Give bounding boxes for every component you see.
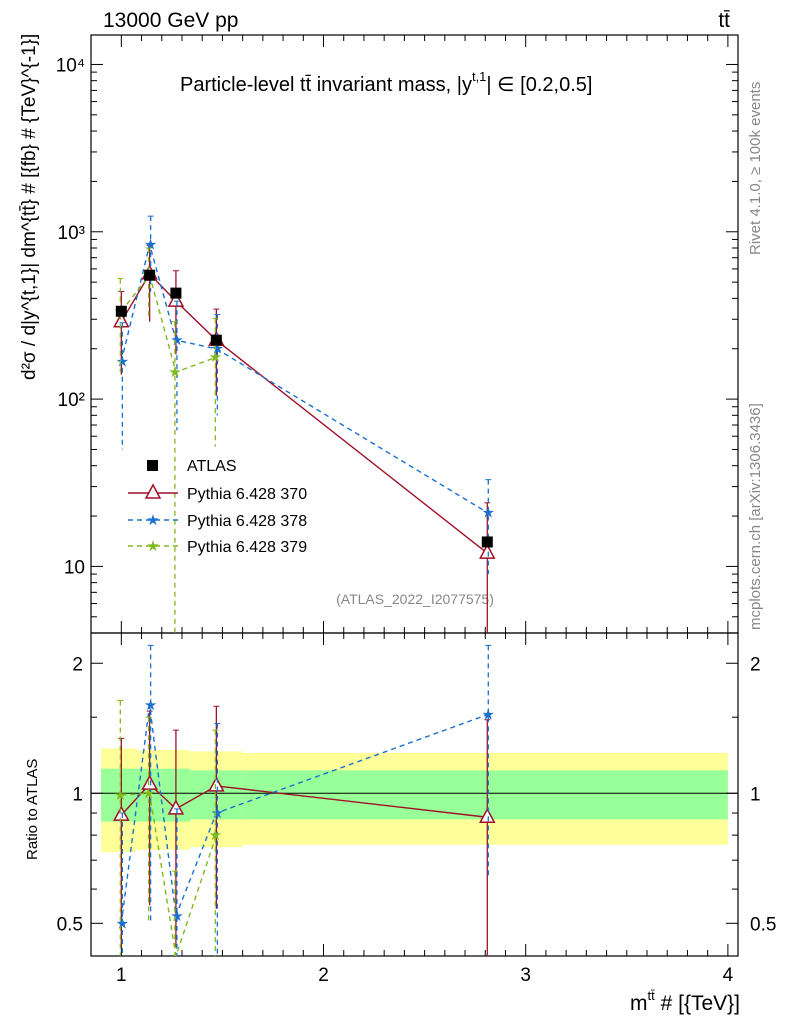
series-379-point: ★ [209,349,222,366]
series-378-point: ★ [116,353,129,370]
legend: ATLAS Pythia 6.428 370 ★ Pythia 6.428 37… [128,458,307,556]
series-378-point: ★ [170,332,183,349]
y-tick-label: 10⁴ [56,55,85,76]
ratio-plot-frame [90,632,739,957]
ratio-y-axis-label: Ratio to ATLAS [24,759,41,860]
series-378-ratio-point: ★ [211,805,224,822]
legend-370-marker [144,483,162,499]
atlas-data-point [115,305,127,317]
series-370-ratio-point [167,799,185,815]
series-378-point: ★ [482,505,495,522]
series-378-ratio-line [120,705,488,924]
series-layer: ★★★★★★★★★★★★★★★★★ [113,215,496,957]
ratio-tick-label-right: 1 [750,784,761,805]
y-axis-label: d²σ / d|y^{t,1}| dm^{tt̄} # [{fb} # {TeV… [19,34,40,380]
ratio-tick-label-left: 2 [72,654,83,675]
atlas-data-point [170,287,182,299]
green-band-segment [242,770,728,820]
series-379-ratio-line [121,792,218,957]
series-370-ratio-point [208,776,225,792]
series-370-ratio-point [113,805,130,821]
series-378-ratio-point: ★ [144,697,157,714]
series-370-point [479,543,496,559]
atlas-data-point [144,269,156,281]
series-379-line [120,273,217,374]
axis-ticks: 1 2 3 4 10 10² 10³ 10⁴ 0.5 0.5 1 1 2 2 [56,35,776,986]
process-label: tt̄ [718,9,730,32]
series-379-ratio-point: ★ [142,785,155,802]
x-tick-label: 2 [318,965,329,986]
rivet-label: Rivet 4.1.0, ≥ 100k events [747,82,764,255]
legend-378-marker: ★ [146,512,159,529]
ratio-tick-label-left: 0.5 [57,914,83,935]
ratio-tick-label-right: 0.5 [750,914,776,935]
chart-title: Particle-level tt̄ invariant mass, |yt,1… [180,69,592,96]
series-378-ratio-point: ★ [116,915,129,932]
series-378-line [120,241,488,514]
series-378-ratio-point: ★ [482,707,495,724]
x-tick-label: 1 [116,965,127,986]
series-379-ratio-point: ★ [209,827,222,844]
series-378-point: ★ [144,236,157,253]
series-379-ratio-point: ★ [114,787,127,804]
analysis-watermark: (ATLAS_2022_I2077575) [336,591,494,607]
series-370-ratio-point [479,807,496,824]
series-370-point [113,312,130,328]
series-370-ratio-point [141,774,158,790]
atlas-data-point [481,536,493,548]
legend-370-label: Pythia 6.428 370 [187,486,307,503]
ratio-uncertainty-bands [101,748,728,853]
x-tick-label: 4 [723,965,734,986]
ratio-tick-label-left: 1 [72,784,83,805]
x-axis-label: mtt̄ # [{TeV}] [630,988,740,1015]
ratio-tick-label-right: 2 [750,654,761,675]
energy-label: 13000 GeV pp [103,9,238,32]
legend-379-marker: ★ [146,538,159,555]
y-tick-label: 10² [58,390,85,411]
y-tick-label: 10 [64,557,85,578]
series-370-point [167,291,185,307]
data-points-layer [115,269,493,548]
legend-379-label: Pythia 6.428 379 [187,539,307,556]
series-378-ratio-point: ★ [170,908,183,925]
series-379-point: ★ [168,364,181,381]
y-tick-label: 10³ [58,223,85,244]
legend-atlas-label: ATLAS [187,458,237,475]
x-tick-label: 3 [520,965,531,986]
mcplots-label: mcplots.cern.ch [arXiv:1306.3436] [747,403,764,630]
legend-378-label: Pythia 6.428 378 [187,513,307,530]
legend-atlas-marker [147,460,158,471]
atlas-data-point [210,334,222,346]
